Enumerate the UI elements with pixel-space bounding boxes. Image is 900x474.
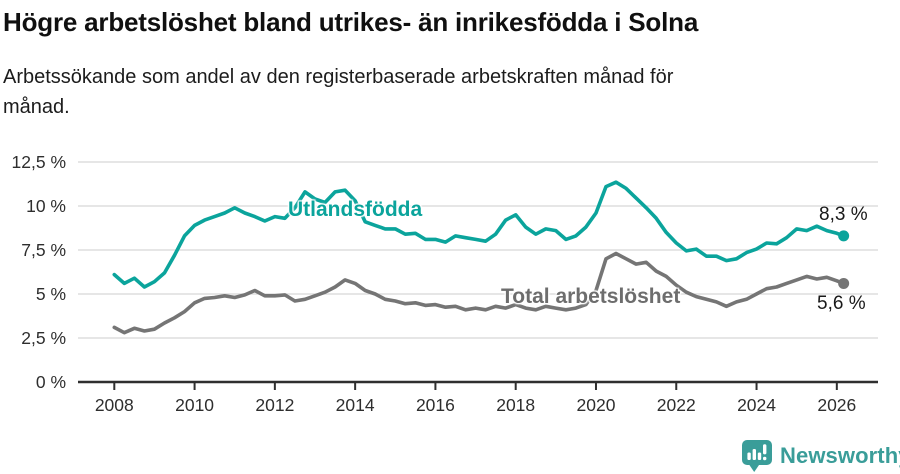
x-tick-label: 2010 (175, 395, 214, 415)
y-tick-label: 2,5 % (21, 328, 66, 348)
series-end-dot (838, 277, 850, 289)
y-tick-label: 0 % (36, 372, 66, 392)
newsworthy-logo[interactable]: Newsworthy (742, 440, 900, 472)
y-tick-label: 5 % (36, 284, 66, 304)
x-tick-label: 2016 (416, 395, 455, 415)
series-label-total-arbetsloshet: Total arbetslöshet (501, 285, 681, 308)
x-tick-label: 2014 (336, 395, 375, 415)
x-tick-label: 2008 (95, 395, 134, 415)
chart-subtitle-line2: månad. (3, 96, 70, 118)
y-tick-label: 7,5 % (21, 240, 66, 260)
series-end-dot (838, 230, 850, 242)
x-tick-label: 2022 (657, 395, 696, 415)
series-total-arbetsl-shet (112, 251, 850, 335)
y-axis-tick-labels: 0 % 2,5 % 5 % 7,5 % 10 % 12,5 % (12, 152, 66, 392)
chart-title: Högre arbetslöshet bland utrikes- än inr… (3, 7, 699, 37)
x-tick-label: 2020 (577, 395, 616, 415)
series-utlandsf-dda (112, 180, 850, 289)
series-label-utlandsfodda: Utlandsfödda (288, 198, 423, 221)
gridlines (78, 161, 878, 339)
x-tick-label: 2024 (737, 395, 776, 415)
end-value-utlandsfodda: 8,3 % (819, 204, 868, 225)
series-line (112, 251, 846, 335)
y-tick-label: 12,5 % (12, 152, 66, 172)
y-tick-label: 10 % (26, 196, 66, 216)
end-value-total-arbetsloshet: 5,6 % (817, 293, 866, 314)
chart-subtitle-line1: Arbetssökande som andel av den registerb… (3, 66, 674, 88)
x-axis: 2008 2010 2012 2014 2016 2018 2020 2022 2024 2026 (78, 380, 878, 415)
newsworthy-wordmark: Newsworthy (780, 443, 900, 468)
series-line (112, 180, 846, 289)
chart-subtitle: Arbetssökande som andel av den registerb… (3, 62, 823, 122)
x-tick-label: 2018 (496, 395, 535, 415)
x-tick-label: 2026 (817, 395, 856, 415)
newsworthy-bubble-chart-icon (742, 440, 772, 472)
x-tick-label: 2012 (255, 395, 294, 415)
